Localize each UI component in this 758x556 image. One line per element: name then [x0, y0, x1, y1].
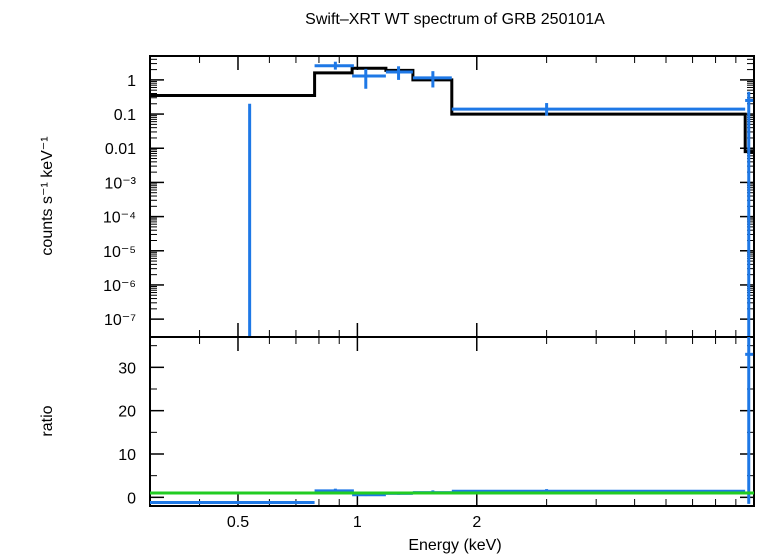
ratio-point — [745, 337, 754, 504]
y-tick-label: 10⁻⁴ — [103, 210, 136, 227]
data-point — [412, 71, 452, 88]
y-tick-label: 10⁻⁷ — [104, 312, 136, 329]
spectrum-data-layer — [150, 61, 754, 337]
x-tick-label: 1 — [353, 514, 362, 531]
ratio-panel-frame — [149, 336, 755, 507]
y-tick-label: 0.01 — [105, 141, 136, 158]
data-point — [745, 91, 754, 337]
y-tick-label: 1 — [127, 73, 136, 90]
ratio-y-tick-label: 30 — [118, 360, 136, 377]
ratio-y-tick-label: 20 — [118, 404, 136, 421]
ratio-data-layer — [150, 337, 754, 505]
y-tick-label: 10⁻⁶ — [103, 278, 136, 295]
ratio-y-axis-label: ratio — [39, 405, 56, 436]
x-tick-label: 2 — [472, 514, 481, 531]
ratio-y-tick-label: 10 — [118, 447, 136, 464]
x-axis-label: Energy (keV) — [408, 537, 501, 554]
data-point — [451, 103, 746, 116]
y-tick-label: 0.1 — [114, 107, 136, 124]
ratio-panel: 0 10 20 30 0.5 1 2 ratio Energy (keV) — [39, 336, 755, 554]
spectrum-y-axis: 1 0.1 0.01 10⁻³ 10⁻⁴ 10⁻⁵ 10⁻⁶ 10⁻⁷ — [103, 56, 754, 337]
data-point — [314, 61, 354, 70]
chart-title: Swift–XRT WT spectrum of GRB 250101A — [305, 11, 605, 28]
ratio-y-tick-label: 0 — [127, 490, 136, 507]
spectrum-y-axis-label: counts s⁻¹ keV⁻¹ — [39, 136, 56, 255]
ratio-axes: 0 10 20 30 0.5 1 2 — [118, 337, 754, 531]
spectrum-panel: 1 0.1 0.01 10⁻³ 10⁻⁴ 10⁻⁵ 10⁻⁶ 10⁻⁷ counts s⁻¹ … — [39, 55, 755, 338]
y-tick-label: 10⁻³ — [104, 175, 136, 192]
data-point — [385, 66, 413, 80]
y-tick-label: 10⁻⁵ — [103, 244, 136, 261]
data-point — [352, 68, 386, 89]
x-tick-label: 0.5 — [227, 514, 249, 531]
